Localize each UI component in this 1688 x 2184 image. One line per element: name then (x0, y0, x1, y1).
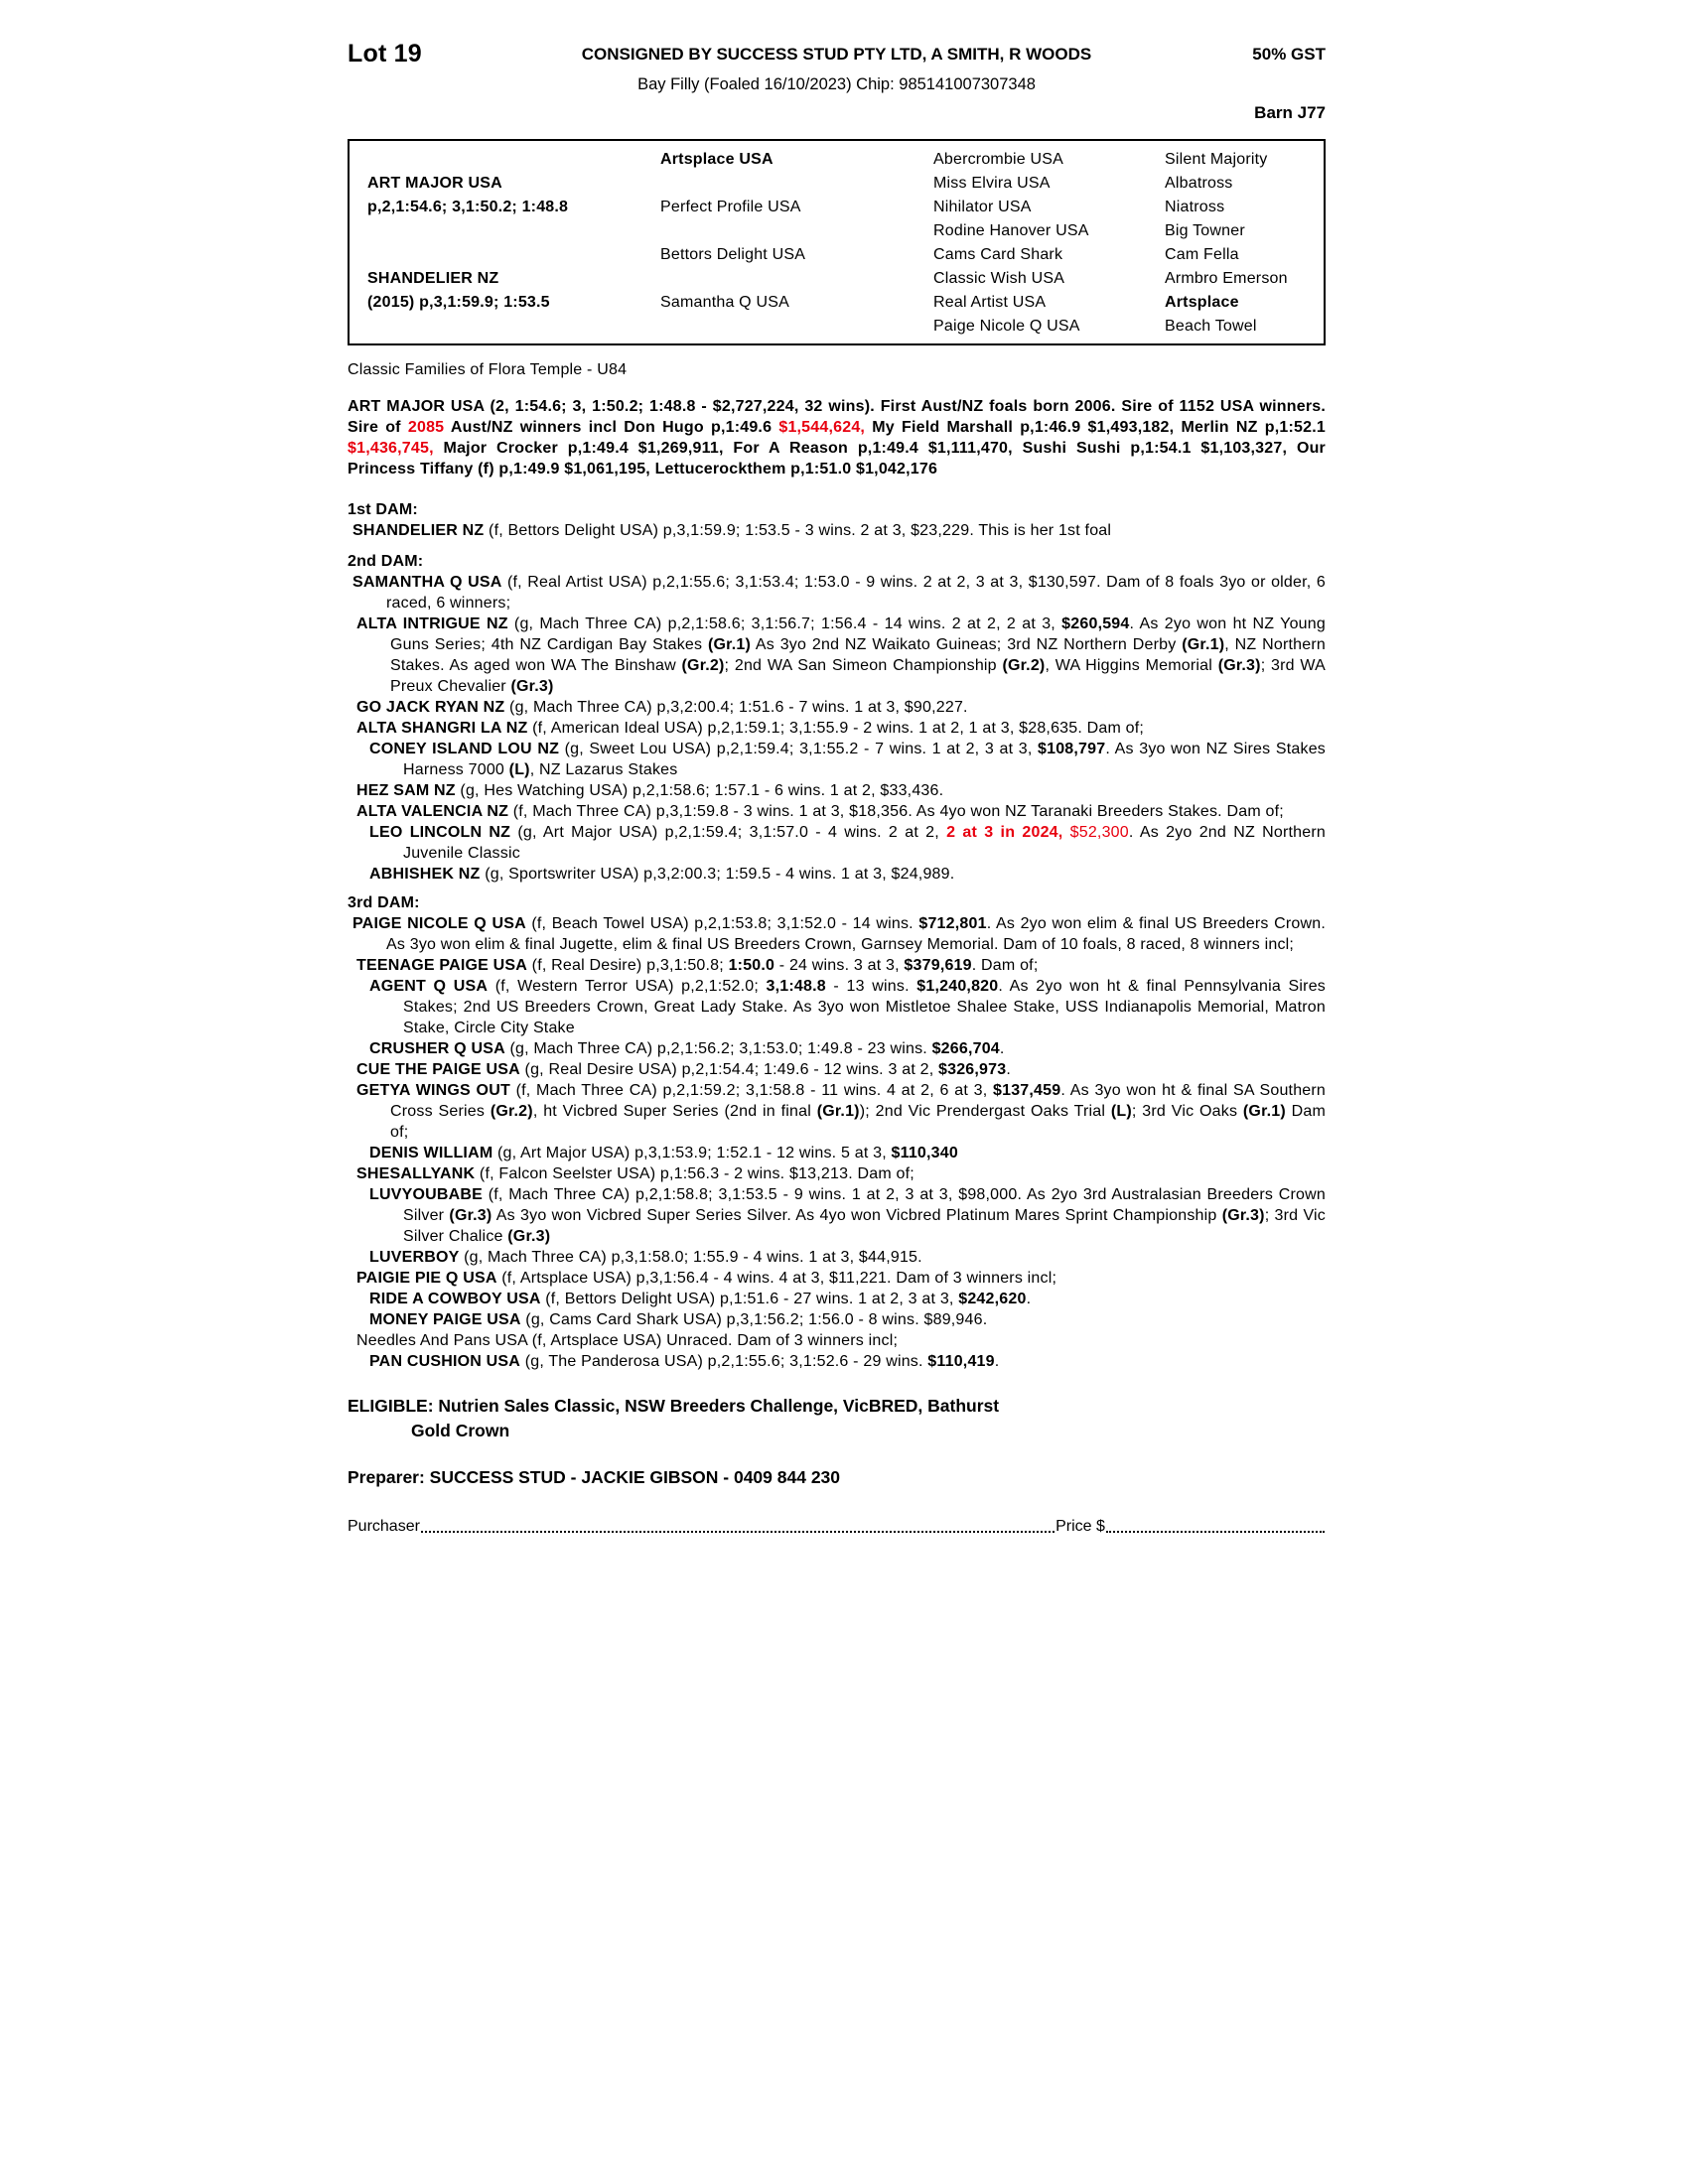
pedigree-grid: ART MAJOR USA p,2,1:54.6; 3,1:50.2; 1:48.… (350, 141, 1324, 343)
pedigree-grandparent: Rodine Hanover USA (933, 222, 1089, 239)
pedigree-entry: ALTA VALENCIA NZ (f, Mach Three CA) p,3,… (356, 803, 1284, 820)
price-label: Price $ (1055, 1518, 1105, 1535)
pedigree-parent: Artsplace USA (660, 151, 774, 168)
header-row: Lot 19 CONSIGNED BY SUCCESS STUD PTY LTD… (348, 40, 1326, 75)
pedigree-grandparent: Classic Wish USA (933, 270, 1065, 287)
eligibility-line2: Gold Crown (411, 1421, 510, 1440)
consignor-line: CONSIGNED BY SUCCESS STUD PTY LTD, A SMI… (581, 45, 1092, 64)
pedigree-great-grandparent: Niatross (1165, 199, 1225, 215)
pedigree-grandparent: Miss Elvira USA (933, 175, 1051, 192)
pedigree-great-grandparent: Albatross (1165, 175, 1233, 192)
pedigree-entry: GO JACK RYAN NZ (g, Mach Three CA) p,3,2… (356, 699, 968, 716)
gst-note: 50% GST (1252, 45, 1326, 64)
heading-3rd-dam: 3rd DAM: (348, 894, 420, 911)
pedigree-entry: ALTA INTRIGUE NZ (g, Mach Three CA) p,2,… (356, 615, 1327, 695)
pedigree-entry: GETYA WINGS OUT (f, Mach Three CA) p,2,1… (356, 1082, 1327, 1141)
pedigree-entry: Needles And Pans USA (f, Artsplace USA) … (356, 1332, 899, 1349)
pedigree-entry: CONEY ISLAND LOU NZ (g, Sweet Lou USA) p… (369, 741, 1326, 778)
purchaser-dotted-line[interactable] (420, 1530, 1055, 1533)
pedigree-grandparent: Nihilator USA (933, 199, 1032, 215)
pedigree-principal-record: p,2,1:54.6; 3,1:50.2; 1:48.8 (367, 199, 569, 215)
pedigree-entry: ABHISHEK NZ (g, Sportswriter USA) p,3,2:… (369, 866, 955, 883)
pedigree-great-grandparent: Big Towner (1165, 222, 1245, 239)
pedigree-grandparent: Abercrombie USA (933, 151, 1064, 168)
pedigree-entry: PAIGIE PIE Q USA (f, Artsplace USA) p,3,… (356, 1270, 1057, 1287)
pedigree-entry: RIDE A COWBOY USA (f, Bettors Delight US… (369, 1291, 1032, 1307)
heading-1st-dam: 1st DAM: (348, 501, 418, 518)
pedigree-principal-record: (2015) p,3,1:59.9; 1:53.5 (367, 294, 550, 311)
pedigree-entry: MONEY PAIGE USA (g, Cams Card Shark USA)… (369, 1311, 988, 1328)
barn-number: Barn J77 (1254, 103, 1326, 122)
pedigree-entry: LUVYOUBABE (f, Mach Three CA) p,2,1:58.8… (369, 1186, 1327, 1245)
heading-2nd-dam: 2nd DAM: (348, 553, 424, 570)
pedigree-entry: ALTA SHANGRI LA NZ (f, American Ideal US… (356, 720, 1145, 737)
pedigree-blocks: ART MAJOR USA (2, 1:54.6; 3, 1:50.2; 1:4… (348, 396, 1326, 1372)
eligibility-line1: ELIGIBLE: Nutrien Sales Classic, NSW Bre… (348, 1396, 1000, 1416)
family-line: Classic Families of Flora Temple - U84 (348, 361, 628, 378)
pedigree-principal-name: SHANDELIER NZ (367, 270, 499, 287)
pedigree-entry: SHANDELIER NZ (f, Bettors Delight USA) p… (352, 522, 1112, 539)
pedigree-entry: DENIS WILLIAM (g, Art Major USA) p,3,1:5… (369, 1145, 958, 1161)
page-content: Lot 19 CONSIGNED BY SUCCESS STUD PTY LTD… (348, 40, 1326, 1536)
pedigree-text: Classic Families of Flora Temple - U84 A… (348, 359, 1326, 1372)
pedigree-entry: LUVERBOY (g, Mach Three CA) p,3,1:58.0; … (369, 1249, 922, 1266)
preparer-line: Preparer: SUCCESS STUD - JACKIE GIBSON -… (348, 1467, 841, 1487)
eligibility: ELIGIBLE: Nutrien Sales Classic, NSW Bre… (348, 1394, 1326, 1443)
pedigree-entry: PAIGE NICOLE Q USA (f, Beach Towel USA) … (352, 915, 1326, 953)
pedigree-great-grandparent: Armbro Emerson (1165, 270, 1288, 287)
pedigree-great-grandparent: Silent Majority (1165, 151, 1268, 168)
pedigree-grandparent: Cams Card Shark (933, 246, 1063, 263)
pedigree-entry: TEENAGE PAIGE USA (f, Real Desire) p,3,1… (356, 957, 1039, 974)
pedigree-parent: Perfect Profile USA (660, 199, 801, 215)
pedigree-great-grandparent: Artsplace (1165, 294, 1239, 311)
purchaser-line: Purchaser Price $ (348, 1518, 1326, 1536)
pedigree-entry: SAMANTHA Q USA (f, Real Artist USA) p,2,… (352, 574, 1326, 612)
pedigree-entry: CRUSHER Q USA (g, Mach Three CA) p,2,1:5… (369, 1040, 1005, 1057)
pedigree-entry: HEZ SAM NZ (g, Hes Watching USA) p,2,1:5… (356, 782, 944, 799)
pedigree-principal-name: ART MAJOR USA (367, 175, 502, 192)
pedigree-grandparent: Paige Nicole Q USA (933, 318, 1080, 335)
pedigree-entry: SHESALLYANK (f, Falcon Seelster USA) p,1… (356, 1165, 914, 1182)
pedigree-entry: AGENT Q USA (f, Western Terror USA) p,2,… (369, 978, 1326, 1036)
pedigree-entry: PAN CUSHION USA (g, The Panderosa USA) p… (369, 1353, 1000, 1370)
lot-number: Lot 19 (348, 40, 422, 68)
pedigree-entry: LEO LINCOLN NZ (g, Art Major USA) p,2,1:… (369, 824, 1326, 862)
pedigree-great-grandparent: Cam Fella (1165, 246, 1239, 263)
pedigree-parent: Samantha Q USA (660, 294, 789, 311)
pedigree-table: ART MAJOR USA p,2,1:54.6; 3,1:50.2; 1:48.… (348, 139, 1326, 345)
purchaser-label: Purchaser (348, 1518, 420, 1535)
pedigree-grandparent: Real Artist USA (933, 294, 1047, 311)
pedigree-parent: Bettors Delight USA (660, 246, 806, 263)
price-dotted-line[interactable] (1105, 1530, 1325, 1533)
horse-description: Bay Filly (Foaled 16/10/2023) Chip: 9851… (637, 75, 1036, 93)
pedigree-entry: CUE THE PAIGE USA (g, Real Desire USA) p… (356, 1061, 1011, 1078)
pedigree-great-grandparent: Beach Towel (1165, 318, 1257, 335)
sire-paragraph: ART MAJOR USA (2, 1:54.6; 3, 1:50.2; 1:4… (348, 398, 1326, 478)
